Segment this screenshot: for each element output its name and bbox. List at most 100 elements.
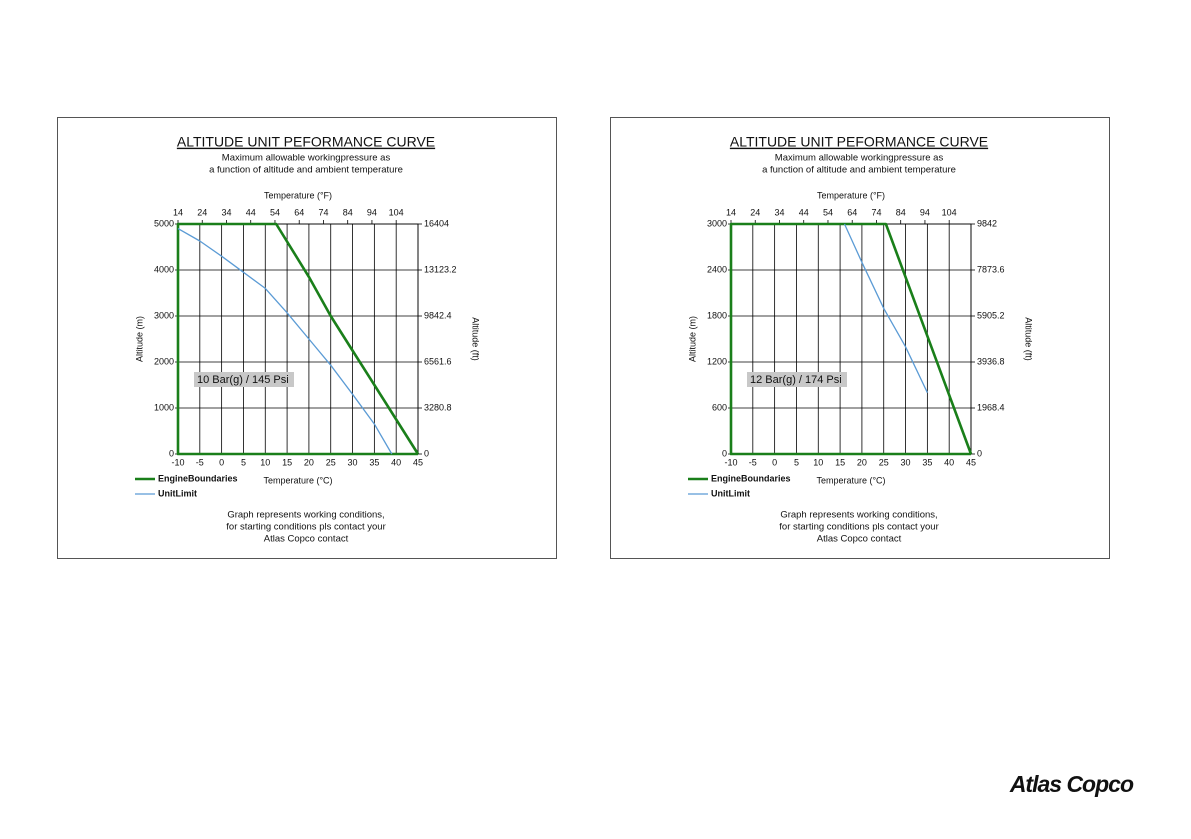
legend-label: UnitLimit bbox=[711, 488, 750, 498]
y2-tick-label: 13123.2 bbox=[424, 264, 457, 274]
chart-subtitle: Maximum allowable workingpressure as bbox=[222, 153, 391, 164]
legend-label: UnitLimit bbox=[158, 488, 197, 498]
y-tick-label: 2000 bbox=[154, 356, 174, 366]
y2-tick-label: 7873.6 bbox=[977, 264, 1005, 274]
x-tick-label: -10 bbox=[171, 457, 184, 467]
x2-axis-label: Temperature (°F) bbox=[817, 190, 885, 200]
y2-axis-label: Altitude (ft) bbox=[471, 317, 481, 361]
y2-axis-label: Altitude (ft) bbox=[1024, 317, 1034, 361]
y-tick-label: 2400 bbox=[707, 264, 727, 274]
chart-subtitle: Maximum allowable workingpressure as bbox=[775, 153, 944, 164]
data-line bbox=[176, 222, 420, 456]
x2-tick-label: 84 bbox=[343, 207, 353, 217]
x-tick-label: 5 bbox=[241, 457, 246, 467]
panel-border bbox=[57, 117, 557, 559]
y-tick-label: 1200 bbox=[707, 356, 727, 366]
x-tick-label: 10 bbox=[813, 457, 823, 467]
x-tick-label: 25 bbox=[879, 457, 889, 467]
x2-tick-label: 24 bbox=[197, 207, 207, 217]
data-line bbox=[177, 228, 393, 455]
data-line bbox=[729, 222, 973, 456]
footer-note: Atlas Copco contact bbox=[817, 534, 902, 545]
footer-note: for starting conditions pls contact your bbox=[779, 522, 938, 533]
x2-tick-label: 74 bbox=[871, 207, 881, 217]
y-tick-label: 4000 bbox=[154, 264, 174, 274]
x-axis-label: Temperature (°C) bbox=[816, 475, 885, 485]
annotation: 10 Bar(g) / 145 Psi bbox=[197, 374, 289, 386]
x-tick-label: 20 bbox=[304, 457, 314, 467]
x2-tick-label: 104 bbox=[942, 207, 957, 217]
x-tick-label: -5 bbox=[749, 457, 757, 467]
y-tick-label: 5000 bbox=[154, 218, 174, 228]
footer-note: Atlas Copco contact bbox=[264, 534, 349, 545]
chart-title: ALTITUDE UNIT PEFORMANCE CURVE bbox=[730, 134, 988, 150]
x2-axis-label: Temperature (°F) bbox=[264, 190, 332, 200]
footer-note: Graph represents working conditions, bbox=[780, 510, 937, 521]
plot-border bbox=[730, 223, 972, 455]
chart-title: ALTITUDE UNIT PEFORMANCE CURVE bbox=[177, 134, 435, 150]
y-axis-label: Altitude (m) bbox=[687, 316, 697, 362]
x-tick-label: 25 bbox=[326, 457, 336, 467]
annotation-box bbox=[194, 372, 294, 387]
x2-tick-label: 94 bbox=[367, 207, 377, 217]
logo: Atlas Copco bbox=[1009, 771, 1134, 797]
x2-tick-label: 14 bbox=[726, 207, 736, 217]
x-tick-label: 30 bbox=[901, 457, 911, 467]
y2-tick-label: 5905.2 bbox=[977, 310, 1005, 320]
y-axis-label: Altitude (m) bbox=[134, 316, 144, 362]
x2-tick-label: 44 bbox=[799, 207, 809, 217]
x2-tick-label: 34 bbox=[774, 207, 784, 217]
x-tick-label: 15 bbox=[282, 457, 292, 467]
x2-tick-label: 54 bbox=[270, 207, 280, 217]
annotation-box bbox=[747, 372, 847, 387]
x2-tick-label: 104 bbox=[389, 207, 404, 217]
y-tick-label: 3000 bbox=[707, 218, 727, 228]
footer-note: for starting conditions pls contact your bbox=[226, 522, 385, 533]
x-tick-label: 30 bbox=[348, 457, 358, 467]
x-tick-label: 0 bbox=[772, 457, 777, 467]
data-line bbox=[843, 223, 928, 393]
x2-tick-label: 14 bbox=[173, 207, 183, 217]
y2-tick-label: 16404 bbox=[424, 218, 449, 228]
x2-tick-label: 64 bbox=[847, 207, 857, 217]
y2-tick-label: 9842 bbox=[977, 218, 997, 228]
y2-tick-label: 3280.8 bbox=[424, 402, 452, 412]
x-tick-label: 40 bbox=[944, 457, 954, 467]
y-tick-label: 1800 bbox=[707, 310, 727, 320]
y-tick-label: 3000 bbox=[154, 310, 174, 320]
x-tick-label: 40 bbox=[391, 457, 401, 467]
x-tick-label: 10 bbox=[260, 457, 270, 467]
footer-note: Graph represents working conditions, bbox=[227, 510, 384, 521]
x-tick-label: 45 bbox=[966, 457, 976, 467]
y2-tick-label: 3936.8 bbox=[977, 356, 1005, 366]
y-tick-label: 1000 bbox=[154, 402, 174, 412]
x-tick-label: 15 bbox=[835, 457, 845, 467]
x2-tick-label: 84 bbox=[896, 207, 906, 217]
legend-label: EngineBoundaries bbox=[158, 473, 238, 483]
annotation: 12 Bar(g) / 174 Psi bbox=[750, 374, 842, 386]
x-tick-label: -10 bbox=[724, 457, 737, 467]
panel-border bbox=[610, 117, 1110, 559]
x2-tick-label: 54 bbox=[823, 207, 833, 217]
chart-subtitle: a function of altitude and ambient tempe… bbox=[762, 165, 956, 176]
x-tick-label: 35 bbox=[922, 457, 932, 467]
y-tick-label: 600 bbox=[712, 402, 727, 412]
y2-tick-label: 0 bbox=[977, 448, 982, 458]
legend-label: EngineBoundaries bbox=[711, 473, 791, 483]
x-tick-label: -5 bbox=[196, 457, 204, 467]
y2-tick-label: 0 bbox=[424, 448, 429, 458]
x2-tick-label: 24 bbox=[750, 207, 760, 217]
x-tick-label: 5 bbox=[794, 457, 799, 467]
y2-tick-label: 1968.4 bbox=[977, 402, 1005, 412]
x-tick-label: 35 bbox=[369, 457, 379, 467]
chart-subtitle: a function of altitude and ambient tempe… bbox=[209, 165, 403, 176]
x-tick-label: 45 bbox=[413, 457, 423, 467]
x2-tick-label: 74 bbox=[318, 207, 328, 217]
y2-tick-label: 9842.4 bbox=[424, 310, 452, 320]
y-tick-label: 0 bbox=[722, 448, 727, 458]
x2-tick-label: 94 bbox=[920, 207, 930, 217]
x2-tick-label: 34 bbox=[221, 207, 231, 217]
x2-tick-label: 44 bbox=[246, 207, 256, 217]
x-tick-label: 20 bbox=[857, 457, 867, 467]
